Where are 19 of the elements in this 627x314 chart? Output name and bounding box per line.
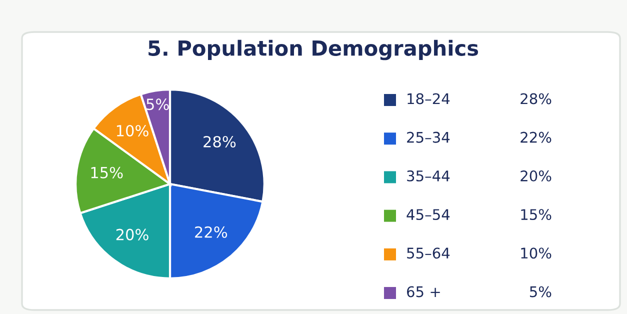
data-label: 15%	[91, 166, 123, 178]
text: 15%	[521, 209, 552, 220]
text: 5%	[530, 286, 552, 298]
data-label: 10%	[116, 124, 148, 136]
data-label: 22%	[195, 226, 228, 238]
chart-title: 5. Population Demographics	[148, 40, 478, 60]
data-label: 28%	[204, 136, 236, 148]
legend-label: 18–24	[408, 93, 450, 104]
legend-label: 35–44	[407, 170, 450, 182]
data-label: 5%	[146, 98, 169, 110]
text: 20%	[520, 170, 552, 182]
legend-label: 65 +	[407, 286, 440, 298]
legend-label: 45–54	[406, 209, 450, 220]
legend-label: 55–64	[407, 248, 450, 259]
text: 28%	[520, 93, 552, 104]
text: 10%	[521, 248, 552, 259]
legend-label: 25–34	[407, 132, 450, 143]
data-label: 20%	[116, 228, 148, 240]
text: 22%	[520, 132, 552, 143]
